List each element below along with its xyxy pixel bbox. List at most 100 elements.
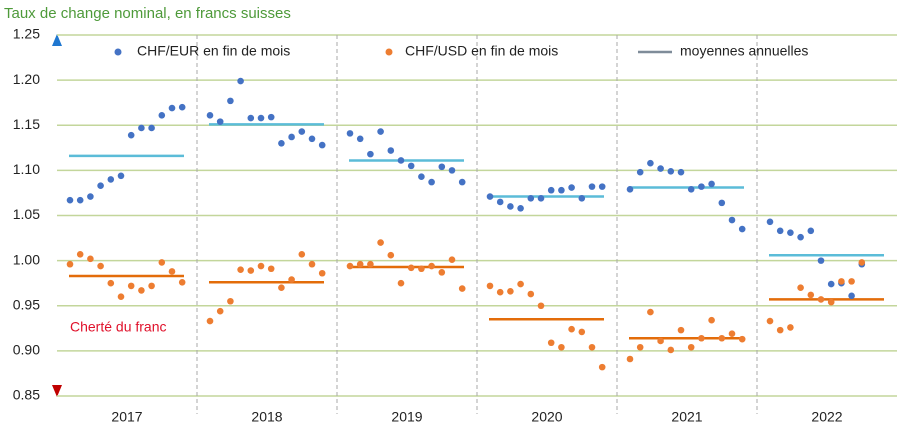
point — [158, 112, 166, 119]
point — [708, 180, 715, 188]
point — [158, 259, 166, 266]
point — [527, 290, 535, 298]
y-tick-label: 1.20 — [13, 71, 40, 87]
point — [178, 103, 186, 111]
point — [237, 266, 244, 273]
y-tick-label: 0.90 — [13, 342, 40, 358]
point — [657, 165, 664, 172]
point — [738, 335, 746, 343]
chart-title: Taux de change nominal, en francs suisse… — [4, 5, 291, 22]
point — [486, 193, 494, 200]
point — [438, 163, 446, 171]
point — [397, 279, 405, 287]
point — [308, 260, 316, 268]
point — [387, 251, 395, 259]
point — [428, 178, 435, 186]
point — [677, 168, 685, 176]
point — [377, 128, 384, 135]
point — [76, 196, 84, 204]
point — [787, 229, 794, 236]
point — [356, 260, 364, 268]
y-tick-label: 1.05 — [13, 206, 40, 222]
point — [97, 262, 104, 270]
point — [346, 130, 354, 137]
point — [776, 227, 784, 235]
legend-marker — [114, 48, 122, 56]
point — [267, 113, 275, 121]
point — [517, 280, 524, 288]
point — [247, 267, 255, 274]
point — [66, 260, 74, 268]
point — [448, 167, 456, 174]
point — [438, 269, 446, 276]
point — [216, 307, 224, 315]
point — [718, 334, 726, 342]
point — [107, 279, 115, 287]
point — [698, 334, 705, 342]
legend: CHF/EUR en fin de mois CHF/USD en fin de… — [114, 43, 808, 59]
point — [178, 278, 186, 286]
point — [227, 297, 234, 305]
point — [318, 141, 326, 149]
point — [838, 278, 845, 285]
point — [547, 339, 555, 347]
point — [298, 251, 306, 258]
point — [598, 363, 606, 371]
point — [776, 326, 784, 334]
point — [87, 255, 94, 263]
point — [787, 324, 794, 331]
point — [766, 218, 774, 226]
point — [216, 118, 224, 125]
point — [247, 114, 255, 122]
point — [138, 287, 145, 294]
point — [507, 288, 514, 295]
point — [547, 186, 555, 194]
point — [486, 282, 494, 290]
point — [418, 265, 425, 273]
point — [568, 184, 575, 191]
point — [257, 114, 265, 122]
point — [356, 135, 364, 143]
x-tick-label: 2018 — [251, 409, 282, 425]
point — [127, 282, 135, 290]
point — [807, 291, 815, 299]
point — [138, 124, 145, 132]
point — [588, 343, 596, 351]
point — [636, 343, 644, 351]
point — [278, 284, 285, 292]
point — [647, 159, 654, 167]
point — [728, 330, 736, 338]
point — [278, 140, 285, 147]
point — [168, 268, 176, 275]
legend-label: CHF/USD en fin de mois — [405, 43, 558, 59]
point — [397, 157, 405, 164]
arrow-head — [52, 34, 62, 46]
point — [738, 225, 746, 233]
point — [687, 186, 695, 193]
point — [848, 278, 855, 285]
x-tick-label: 2022 — [811, 409, 842, 425]
point — [496, 198, 504, 206]
legend-marker — [385, 48, 393, 56]
point — [667, 167, 675, 175]
point — [797, 284, 804, 292]
point — [127, 131, 135, 139]
point — [367, 260, 374, 268]
point — [97, 182, 104, 190]
point — [148, 282, 155, 290]
y-tick-label: 1.25 — [13, 26, 40, 42]
point — [107, 176, 115, 183]
annotation: Cherté du franc — [70, 319, 167, 335]
point — [377, 239, 384, 246]
point — [428, 262, 435, 270]
point — [458, 285, 466, 292]
x-tick-label: 2020 — [531, 409, 562, 425]
point — [168, 104, 176, 112]
point — [858, 259, 866, 266]
arrow-head — [52, 385, 62, 397]
point — [148, 124, 155, 132]
point — [407, 264, 415, 272]
point — [558, 186, 565, 194]
point — [206, 112, 214, 119]
point — [848, 292, 855, 300]
